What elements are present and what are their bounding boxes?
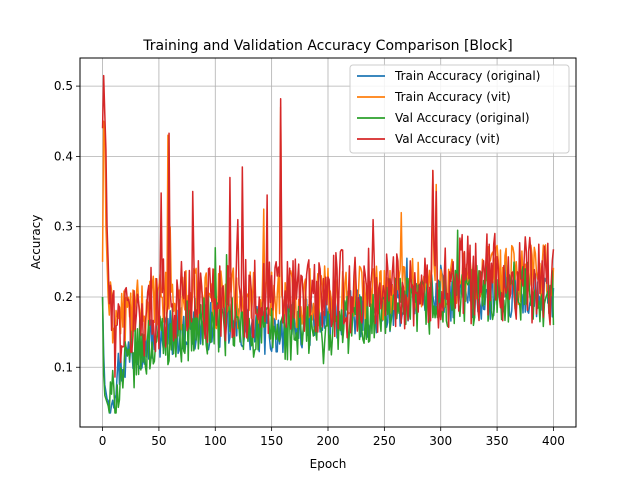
y-axis-label: Accuracy bbox=[29, 215, 43, 270]
legend-label-3: Val Accuracy (original) bbox=[395, 111, 530, 125]
y-tick-label: 0.3 bbox=[54, 220, 73, 234]
y-axis-ticks: 0.1 0.2 0.3 0.4 0.5 bbox=[54, 79, 80, 374]
legend-label-4: Val Accuracy (vit) bbox=[395, 132, 500, 146]
x-axis-ticks: 0 50 100 150 200 250 300 350 400 bbox=[99, 427, 565, 448]
x-tick-label: 100 bbox=[204, 434, 227, 448]
x-tick-label: 300 bbox=[429, 434, 452, 448]
y-tick-label: 0.2 bbox=[54, 290, 73, 304]
y-tick-label: 0.5 bbox=[54, 79, 73, 93]
y-tick-label: 0.4 bbox=[54, 149, 73, 163]
y-tick-label: 0.1 bbox=[54, 360, 73, 374]
x-tick-label: 350 bbox=[486, 434, 509, 448]
x-axis-label: Epoch bbox=[310, 457, 347, 471]
series-layer bbox=[101, 74, 555, 414]
legend-label-2: Train Accuracy (vit) bbox=[394, 90, 511, 104]
x-tick-label: 50 bbox=[151, 434, 166, 448]
legend-label-1: Train Accuracy (original) bbox=[394, 69, 540, 83]
x-tick-label: 150 bbox=[260, 434, 283, 448]
legend: Train Accuracy (original) Train Accuracy … bbox=[349, 64, 570, 154]
legend-box bbox=[349, 64, 570, 154]
x-tick-label: 0 bbox=[99, 434, 107, 448]
x-tick-label: 400 bbox=[542, 434, 565, 448]
x-tick-label: 250 bbox=[373, 434, 396, 448]
series-line-3 bbox=[101, 229, 555, 414]
series-line-4 bbox=[101, 74, 555, 378]
x-tick-label: 200 bbox=[317, 434, 340, 448]
chart-title: Training and Validation Accuracy Compari… bbox=[142, 38, 513, 54]
